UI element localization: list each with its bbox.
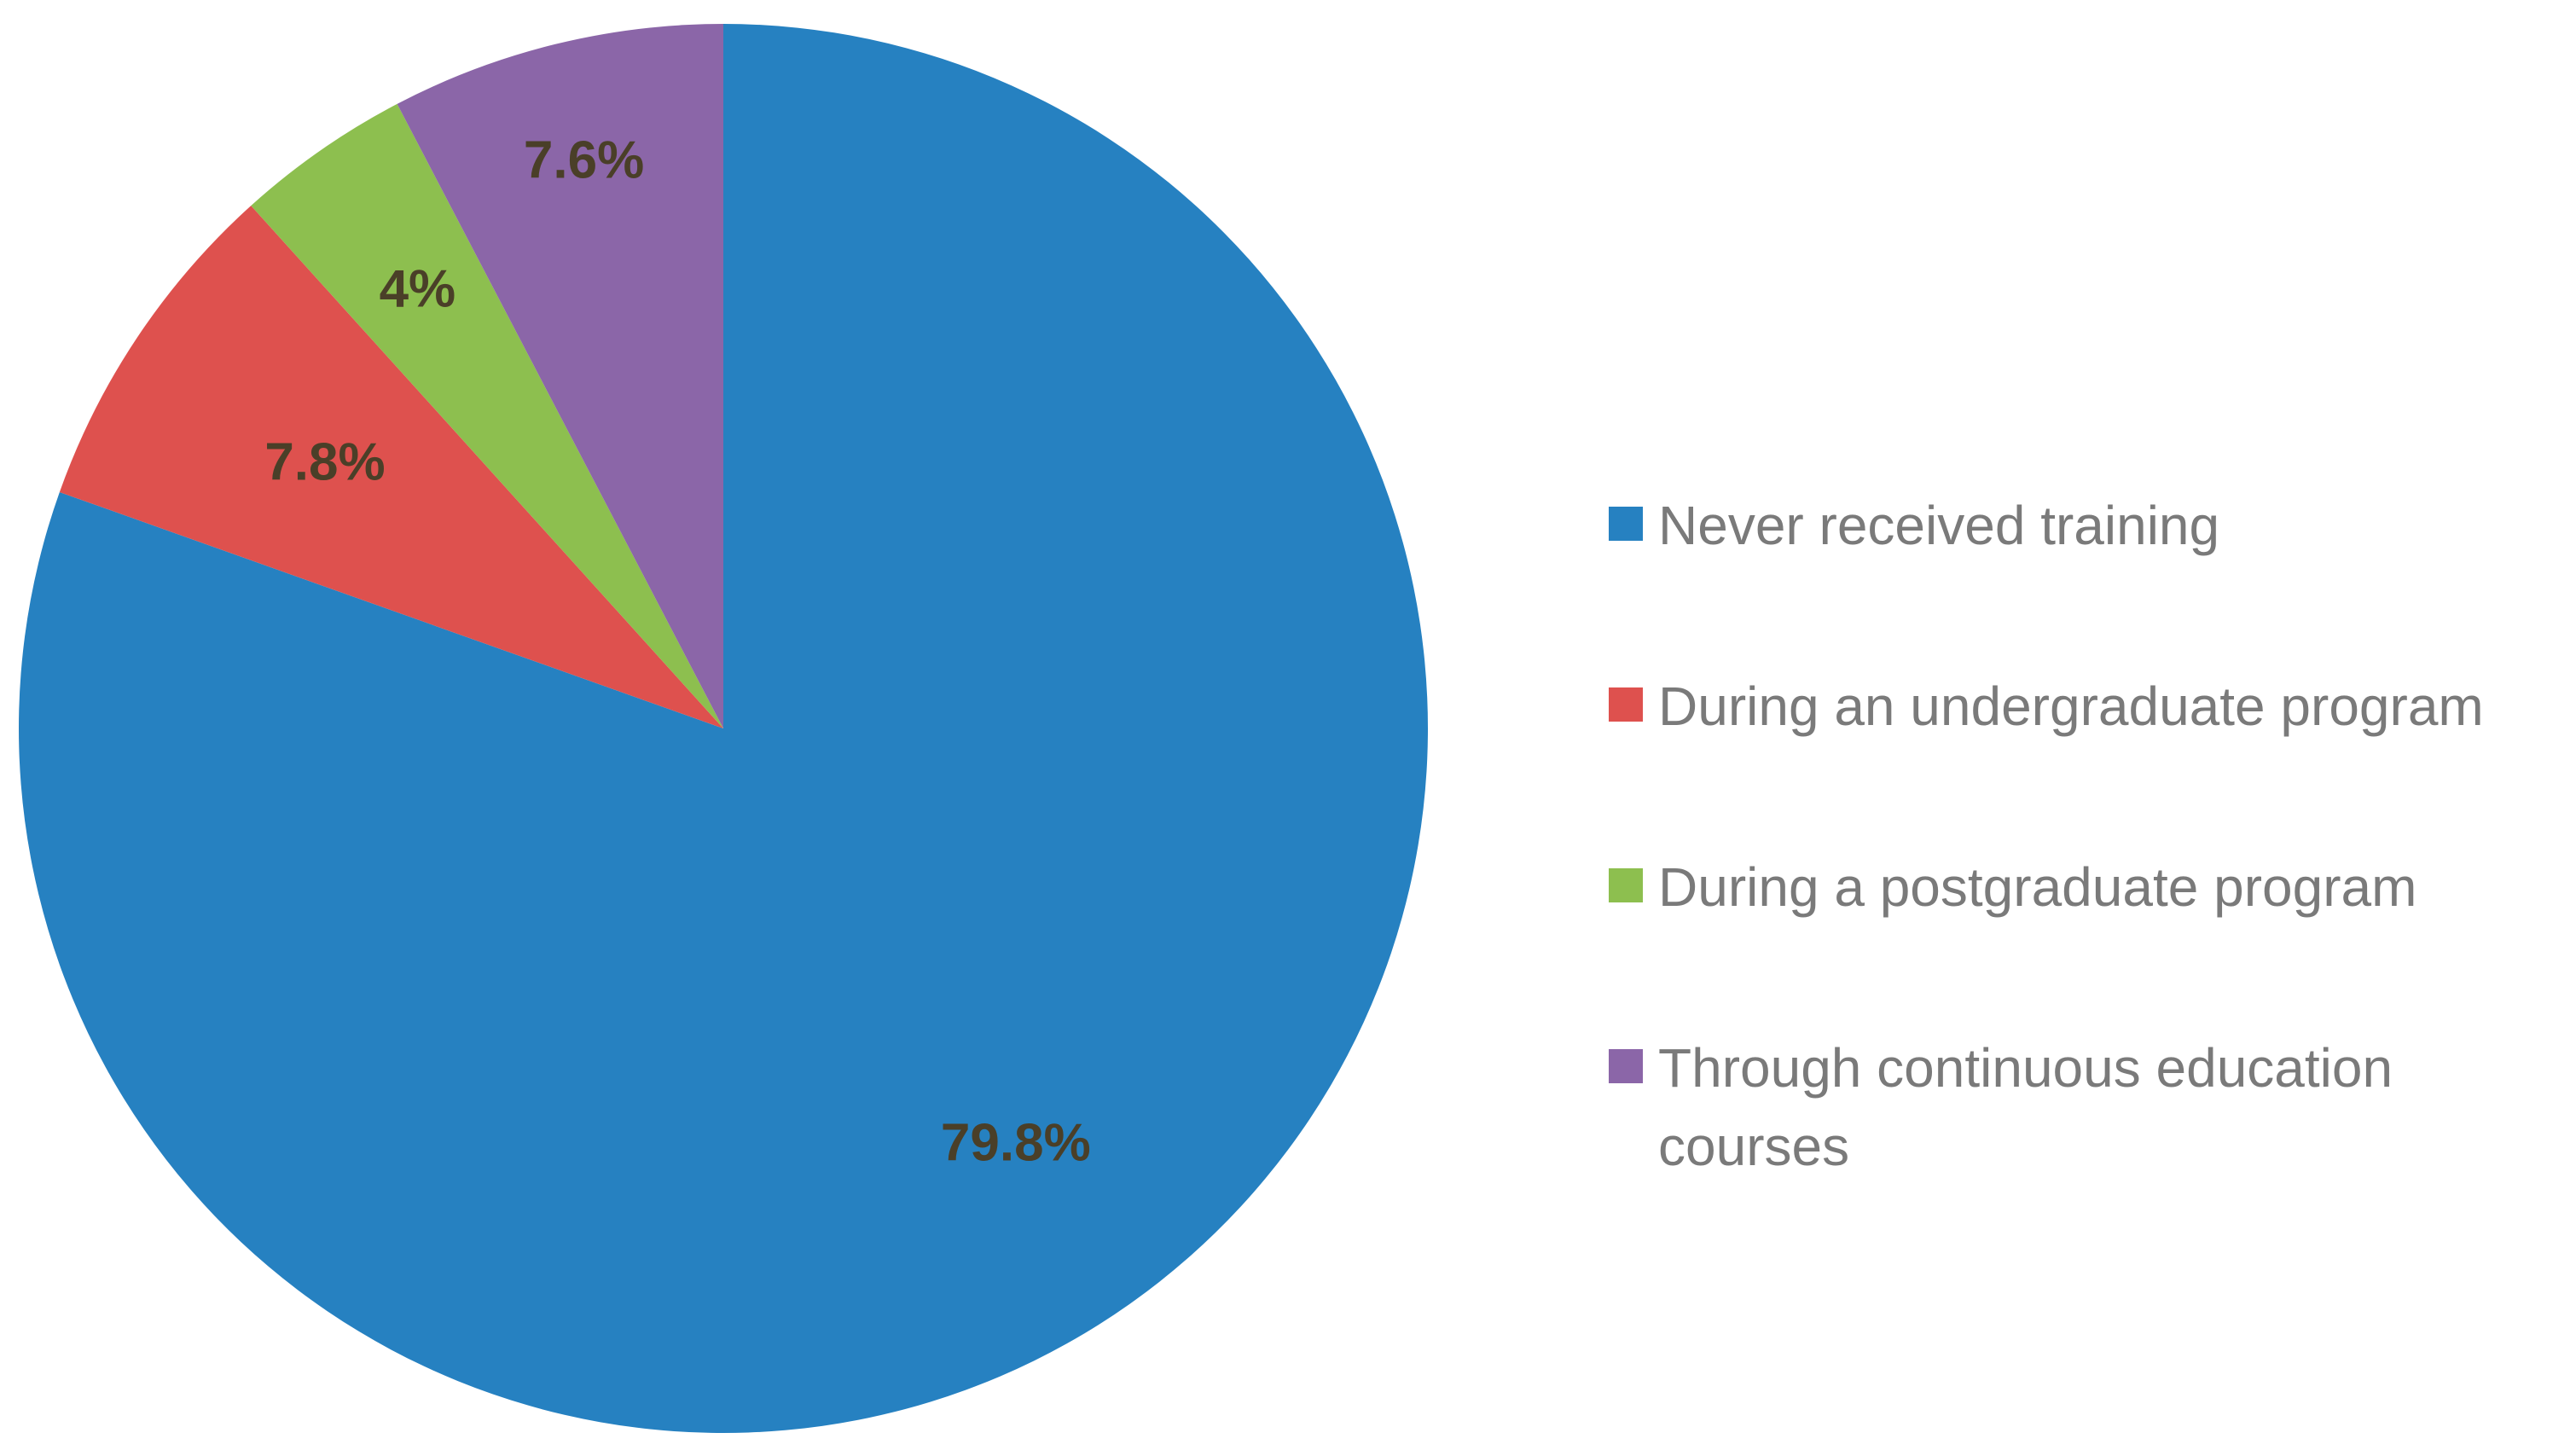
- legend-label-never-received-training: Never received training: [1658, 495, 2220, 556]
- legend-label-undergraduate-program: During an undergraduate program: [1658, 676, 2484, 737]
- legend-item-postgraduate-program: During a postgraduate program: [1609, 848, 2564, 926]
- legend-swatch-undergraduate-program: [1609, 687, 1643, 722]
- pie-data-label-0: 79.8%: [941, 1113, 1091, 1172]
- pie-slice-2: [251, 103, 724, 728]
- legend-label-postgraduate-program: During a postgraduate program: [1658, 856, 2417, 918]
- pie-slice-3: [397, 24, 723, 728]
- legend-item-undergraduate-program: During an undergraduate program: [1609, 667, 2564, 745]
- legend-label-continuous-education: Through continuous education courses: [1658, 1037, 2393, 1177]
- legend-swatch-never-received-training: [1609, 507, 1643, 541]
- pie-data-label-1: 7.8%: [264, 432, 385, 491]
- pie-data-label-3: 7.6%: [524, 131, 644, 190]
- pie-data-labels: 79.8% 7.8% 4% 7.6%: [264, 131, 1090, 1173]
- legend-item-never-received-training: Never received training: [1609, 486, 2564, 565]
- pie-slice-1: [59, 206, 723, 728]
- legend-swatch-continuous-education: [1609, 1049, 1643, 1083]
- pie-slice-0: [18, 24, 1428, 1433]
- chart-legend: Never received training During an underg…: [1609, 486, 2564, 1186]
- pie-data-label-2: 4%: [380, 259, 456, 318]
- legend-item-continuous-education: Through continuous education courses: [1609, 1029, 2564, 1186]
- pie-slices: [18, 24, 1428, 1433]
- legend-swatch-postgraduate-program: [1609, 868, 1643, 902]
